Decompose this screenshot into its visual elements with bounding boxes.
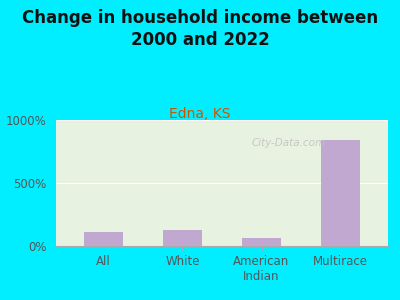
Bar xyxy=(321,140,360,246)
Bar xyxy=(84,232,123,246)
Text: City-Data.com: City-Data.com xyxy=(251,138,326,148)
Text: Change in household income between
2000 and 2022: Change in household income between 2000 … xyxy=(22,9,378,49)
Text: Edna, KS: Edna, KS xyxy=(169,106,231,121)
Bar xyxy=(242,238,281,246)
Bar xyxy=(163,230,202,246)
